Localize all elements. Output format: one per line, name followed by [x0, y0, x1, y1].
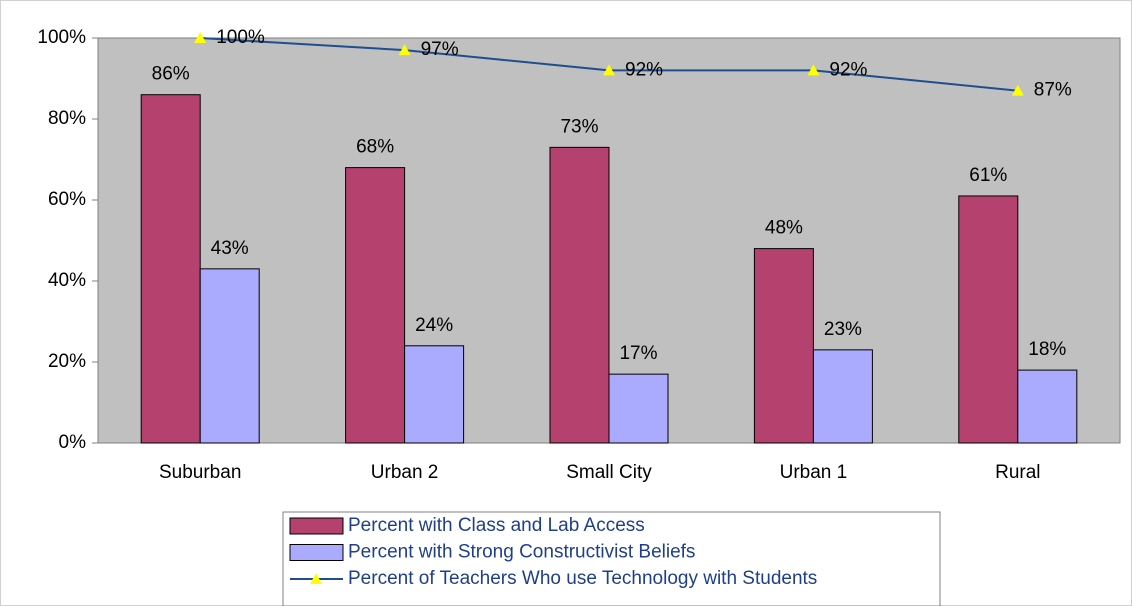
bar [404, 345, 465, 444]
data-label: 24% [415, 315, 453, 336]
data-label: 92% [625, 59, 663, 80]
y-tick-label: 60% [48, 189, 86, 210]
data-label: 43% [211, 238, 249, 259]
x-tick-label: Rural [995, 462, 1040, 483]
data-label: 92% [829, 59, 867, 80]
data-label: 87% [1034, 80, 1072, 101]
y-tick-label: 0% [59, 432, 87, 453]
x-tick-label: Small City [566, 462, 652, 483]
data-label: 97% [421, 39, 459, 60]
x-tick-label: Urban 1 [780, 462, 848, 483]
bar [345, 167, 406, 444]
data-label: 48% [765, 218, 803, 239]
bar [958, 195, 1019, 444]
y-tick-label: 100% [37, 27, 86, 48]
data-label: 17% [619, 343, 657, 364]
marker [807, 64, 820, 76]
bar [549, 146, 610, 444]
legend-label: Percent with Class and Lab Access [348, 515, 645, 536]
marker [398, 44, 411, 56]
marker [1011, 84, 1024, 96]
y-tick-label: 80% [48, 108, 86, 129]
data-label: 73% [560, 116, 598, 137]
data-label: 100% [216, 27, 265, 48]
legend-label: Percent of Teachers Who use Technology w… [348, 568, 817, 589]
data-label: 61% [969, 165, 1007, 186]
bar [199, 268, 260, 444]
data-label: 68% [356, 137, 394, 158]
x-tick-label: Suburban [159, 462, 241, 483]
bar [608, 373, 669, 444]
data-label: 86% [152, 64, 190, 85]
legend [282, 511, 941, 606]
x-tick-label: Urban 2 [371, 462, 439, 483]
y-tick-label: 40% [48, 270, 86, 291]
legend-swatch [289, 544, 344, 561]
data-label: 23% [824, 319, 862, 340]
y-tick-label: 20% [48, 351, 86, 372]
bar [140, 94, 201, 444]
marker [603, 64, 615, 76]
bar [812, 349, 873, 444]
bar [753, 248, 814, 444]
bar [1017, 369, 1078, 444]
legend-label: Percent with Strong Constructivist Belie… [348, 542, 695, 563]
legend-marker [310, 573, 322, 584]
legend-swatch [289, 517, 344, 535]
marker [194, 32, 207, 43]
data-label: 18% [1028, 339, 1066, 360]
